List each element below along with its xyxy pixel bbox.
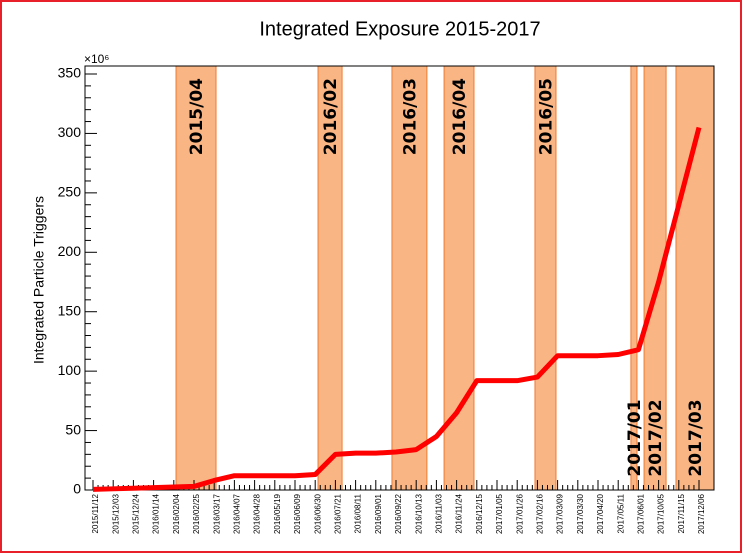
x-tick-label: 2017/10/05: [657, 493, 666, 534]
x-tick-label: 2017/12/06: [697, 493, 706, 534]
y-tick-label: 300: [58, 124, 82, 140]
x-tick-label: 2017/01/05: [495, 493, 504, 534]
band-label: 2017/01: [625, 399, 645, 476]
plot-frame: [84, 65, 715, 491]
band-label: 2016/05: [536, 78, 556, 155]
x-tick-label: 2016/11/03: [435, 493, 444, 533]
x-tick-label: 2017/05/11: [616, 493, 625, 533]
y-tick-label: 200: [58, 243, 82, 259]
x-tick-label: 2016/03/17: [212, 493, 221, 534]
y-tick-label: 150: [58, 302, 82, 318]
band-label: 2016/04: [450, 78, 470, 155]
x-tick-label: 2016/08/11: [354, 493, 363, 533]
band-label: 2015/04: [187, 78, 207, 155]
y-axis-label: Integrated Particle Triggers: [31, 196, 47, 364]
x-tick-label: 2016/04/07: [233, 493, 242, 534]
x-tick-label: 2016/01/14: [152, 493, 161, 534]
x-tick-label: 2016/04/28: [253, 493, 262, 534]
band-label: 2017/03: [686, 399, 706, 476]
x-tick-label: 2017/03/30: [576, 493, 585, 534]
x-tick-label: 2016/06/09: [293, 493, 302, 534]
x-tick-label: 2016/05/19: [273, 493, 282, 534]
run-band: [391, 65, 428, 491]
x-tick-label: 2016/07/21: [334, 493, 343, 534]
x-tick-label: 2016/12/15: [475, 493, 484, 534]
run-band: [175, 65, 217, 491]
x-tick-label: 2016/09/01: [374, 493, 383, 534]
x-tick-label: 2016/02/04: [172, 493, 181, 534]
y-multiplier: ×10⁶: [84, 52, 109, 66]
band-label: 2016/03: [400, 78, 420, 155]
y-tick-label: 250: [58, 184, 82, 200]
y-tick-label: 350: [58, 65, 82, 81]
x-tick-label: 2017/02/16: [536, 493, 545, 534]
band-label: 2017/02: [646, 399, 666, 476]
exposure-line: [92, 126, 702, 492]
x-tick-label: 2016/10/13: [414, 493, 423, 534]
x-tick-label: 2017/06/01: [637, 493, 646, 534]
band-label: 2016/02: [321, 78, 341, 155]
x-tick-label: 2016/09/22: [394, 493, 403, 534]
x-tick-label: 2016/06/30: [313, 493, 322, 534]
y-tick-label: 50: [65, 421, 81, 437]
y-tick-label: 0: [73, 481, 81, 497]
x-tick-label: 2017/03/09: [556, 493, 565, 534]
x-tick-label: 2016/02/25: [192, 493, 201, 534]
x-tick-label: 2017/01/26: [515, 493, 524, 534]
x-tick-label: 2015/12/24: [132, 493, 141, 534]
x-tick-label: 2016/11/24: [455, 493, 464, 533]
x-tick-label: 2015/12/03: [111, 493, 120, 534]
y-tick-label: 100: [58, 362, 82, 378]
x-tick-label: 2017/11/15: [677, 493, 686, 533]
x-tick-label: 2015/11/12: [91, 493, 100, 533]
chart-title: Integrated Exposure 2015-2017: [259, 18, 540, 40]
x-tick-label: 2017/04/20: [596, 493, 605, 534]
